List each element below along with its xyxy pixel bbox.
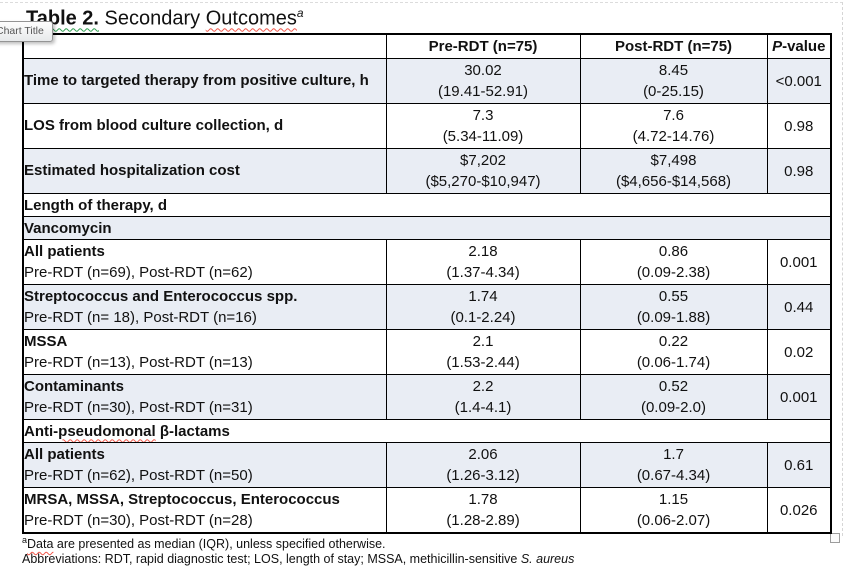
table-row: All patients Pre-RDT (n=69), Post-RDT (n=… xyxy=(22,239,832,285)
p-value-cell[interactable]: 0.02 xyxy=(766,329,832,375)
table-row: Estimated hospitalization cost $7,202 ($5… xyxy=(22,148,832,194)
p-value-cell[interactable]: 0.001 xyxy=(766,374,832,420)
table-header-row: Pre-RDT (n=75) Post-RDT (n=75) P-value xyxy=(22,33,832,59)
section-label[interactable]: Length of therapy, d xyxy=(22,193,832,217)
row-label-cell[interactable]: Streptococcus and Enterococcus spp. Pre-R… xyxy=(22,284,387,330)
header-empty-cell[interactable] xyxy=(22,33,387,59)
header-post-rdt[interactable]: Post-RDT (n=75) xyxy=(579,33,768,59)
section-row-antipseudomonal: Anti-pseudomonal β-lactams xyxy=(22,419,832,443)
row-label-cell[interactable]: Contaminants Pre-RDT (n=30), Post-RDT (n=… xyxy=(22,374,387,420)
table-row: LOS from blood culture collection, d 7.3… xyxy=(22,103,832,149)
p-value-cell[interactable]: 0.026 xyxy=(766,487,832,534)
post-value-cell[interactable]: 8.45 (0-25.15) xyxy=(579,58,768,104)
pre-value-cell[interactable]: 1.74 (0.1-2.24) xyxy=(385,284,581,330)
pre-value-cell[interactable]: 30.02 (19.41-52.91) xyxy=(385,58,581,104)
table-row: Streptococcus and Enterococcus spp. Pre-R… xyxy=(22,284,832,330)
table-title[interactable]: Table 2. Secondary Outcomesa xyxy=(26,6,304,31)
species-italic: S. aureus xyxy=(520,552,575,567)
p-value-cell[interactable]: 0.44 xyxy=(766,284,832,330)
row-label-cell[interactable]: LOS from blood culture collection, d xyxy=(22,103,387,149)
p-value-cell[interactable]: 0.001 xyxy=(766,239,832,285)
resize-handle[interactable] xyxy=(830,533,840,543)
title-superscript: a xyxy=(296,6,304,20)
p-value-cell[interactable]: 0.98 xyxy=(766,148,832,194)
post-value-cell[interactable]: 0.86 (0.09-2.38) xyxy=(579,239,768,285)
post-value-cell[interactable]: 0.52 (0.09-2.0) xyxy=(579,374,768,420)
tooltip-label: Chart Title xyxy=(0,25,44,37)
post-value-cell[interactable]: $7,498 ($4,656-$14,568) xyxy=(579,148,768,194)
section-row-vancomycin: Vancomycin xyxy=(22,216,832,240)
pre-value-cell[interactable]: $7,202 ($5,270-$10,947) xyxy=(385,148,581,194)
pre-value-cell[interactable]: 2.06 (1.26-3.12) xyxy=(385,442,581,488)
footnotes[interactable]: aData are presented as median (IQR), unl… xyxy=(22,533,574,567)
flagged-word: pseudomonal xyxy=(58,422,156,440)
footnote-data-note: aData are presented as median (IQR), unl… xyxy=(22,535,386,552)
post-value-cell[interactable]: 7.6 (4.72-14.76) xyxy=(579,103,768,149)
p-value-cell[interactable]: 0.61 xyxy=(766,442,832,488)
row-label-cell[interactable]: All patients Pre-RDT (n=62), Post-RDT (n=… xyxy=(22,442,387,488)
post-value-cell[interactable]: 1.15 (0.06-2.07) xyxy=(579,487,768,534)
flagged-word: Data xyxy=(27,537,54,552)
pre-value-cell[interactable]: 2.2 (1.4-4.1) xyxy=(385,374,581,420)
header-p-value[interactable]: P-value xyxy=(766,33,832,59)
pre-value-cell[interactable]: 2.1 (1.53-2.44) xyxy=(385,329,581,375)
pre-value-cell[interactable]: 1.78 (1.28-2.89) xyxy=(385,487,581,534)
table-row: MRSA, MSSA, Streptococcus, Enterococcus P… xyxy=(22,487,832,534)
title-middle: Secondary xyxy=(99,7,206,30)
title-flagged-word: Outcomes xyxy=(205,7,297,30)
p-value-cell[interactable]: <0.001 xyxy=(766,58,832,104)
post-value-cell[interactable]: 0.22 (0.06-1.74) xyxy=(579,329,768,375)
pre-value-cell[interactable]: 7.3 (5.34-11.09) xyxy=(385,103,581,149)
table-row: All patients Pre-RDT (n=62), Post-RDT (n=… xyxy=(22,442,832,488)
chart-title-tooltip: Chart Title xyxy=(0,21,53,42)
placeholder-border-top xyxy=(0,2,843,3)
section-label[interactable]: Vancomycin xyxy=(22,216,832,240)
row-label-cell[interactable]: MSSA Pre-RDT (n=13), Post-RDT (n=13) xyxy=(22,329,387,375)
row-label-cell[interactable]: Time to targeted therapy from positive c… xyxy=(22,58,387,104)
row-label-cell[interactable]: All patients Pre-RDT (n=69), Post-RDT (n=… xyxy=(22,239,387,285)
section-row-length-of-therapy: Length of therapy, d xyxy=(22,193,832,217)
placeholder-border-right xyxy=(842,2,843,536)
section-label[interactable]: Anti-pseudomonal β-lactams xyxy=(22,419,832,443)
footnote-abbreviations: Abbreviations: RDT, rapid diagnostic tes… xyxy=(22,552,575,567)
table-row: Time to targeted therapy from positive c… xyxy=(22,58,832,104)
row-label-cell[interactable]: MRSA, MSSA, Streptococcus, Enterococcus P… xyxy=(22,487,387,534)
table-row: MSSA Pre-RDT (n=13), Post-RDT (n=13) 2.1(… xyxy=(22,329,832,375)
secondary-outcomes-table: Pre-RDT (n=75) Post-RDT (n=75) P-value T… xyxy=(22,33,832,534)
table-row: Contaminants Pre-RDT (n=30), Post-RDT (n=… xyxy=(22,374,832,420)
row-label-cell[interactable]: Estimated hospitalization cost xyxy=(22,148,387,194)
post-value-cell[interactable]: 0.55 (0.09-1.88) xyxy=(579,284,768,330)
header-pre-rdt[interactable]: Pre-RDT (n=75) xyxy=(385,33,581,59)
post-value-cell[interactable]: 1.7 (0.67-4.34) xyxy=(579,442,768,488)
p-value-cell[interactable]: 0.98 xyxy=(766,103,832,149)
pre-value-cell[interactable]: 2.18 (1.37-4.34) xyxy=(385,239,581,285)
